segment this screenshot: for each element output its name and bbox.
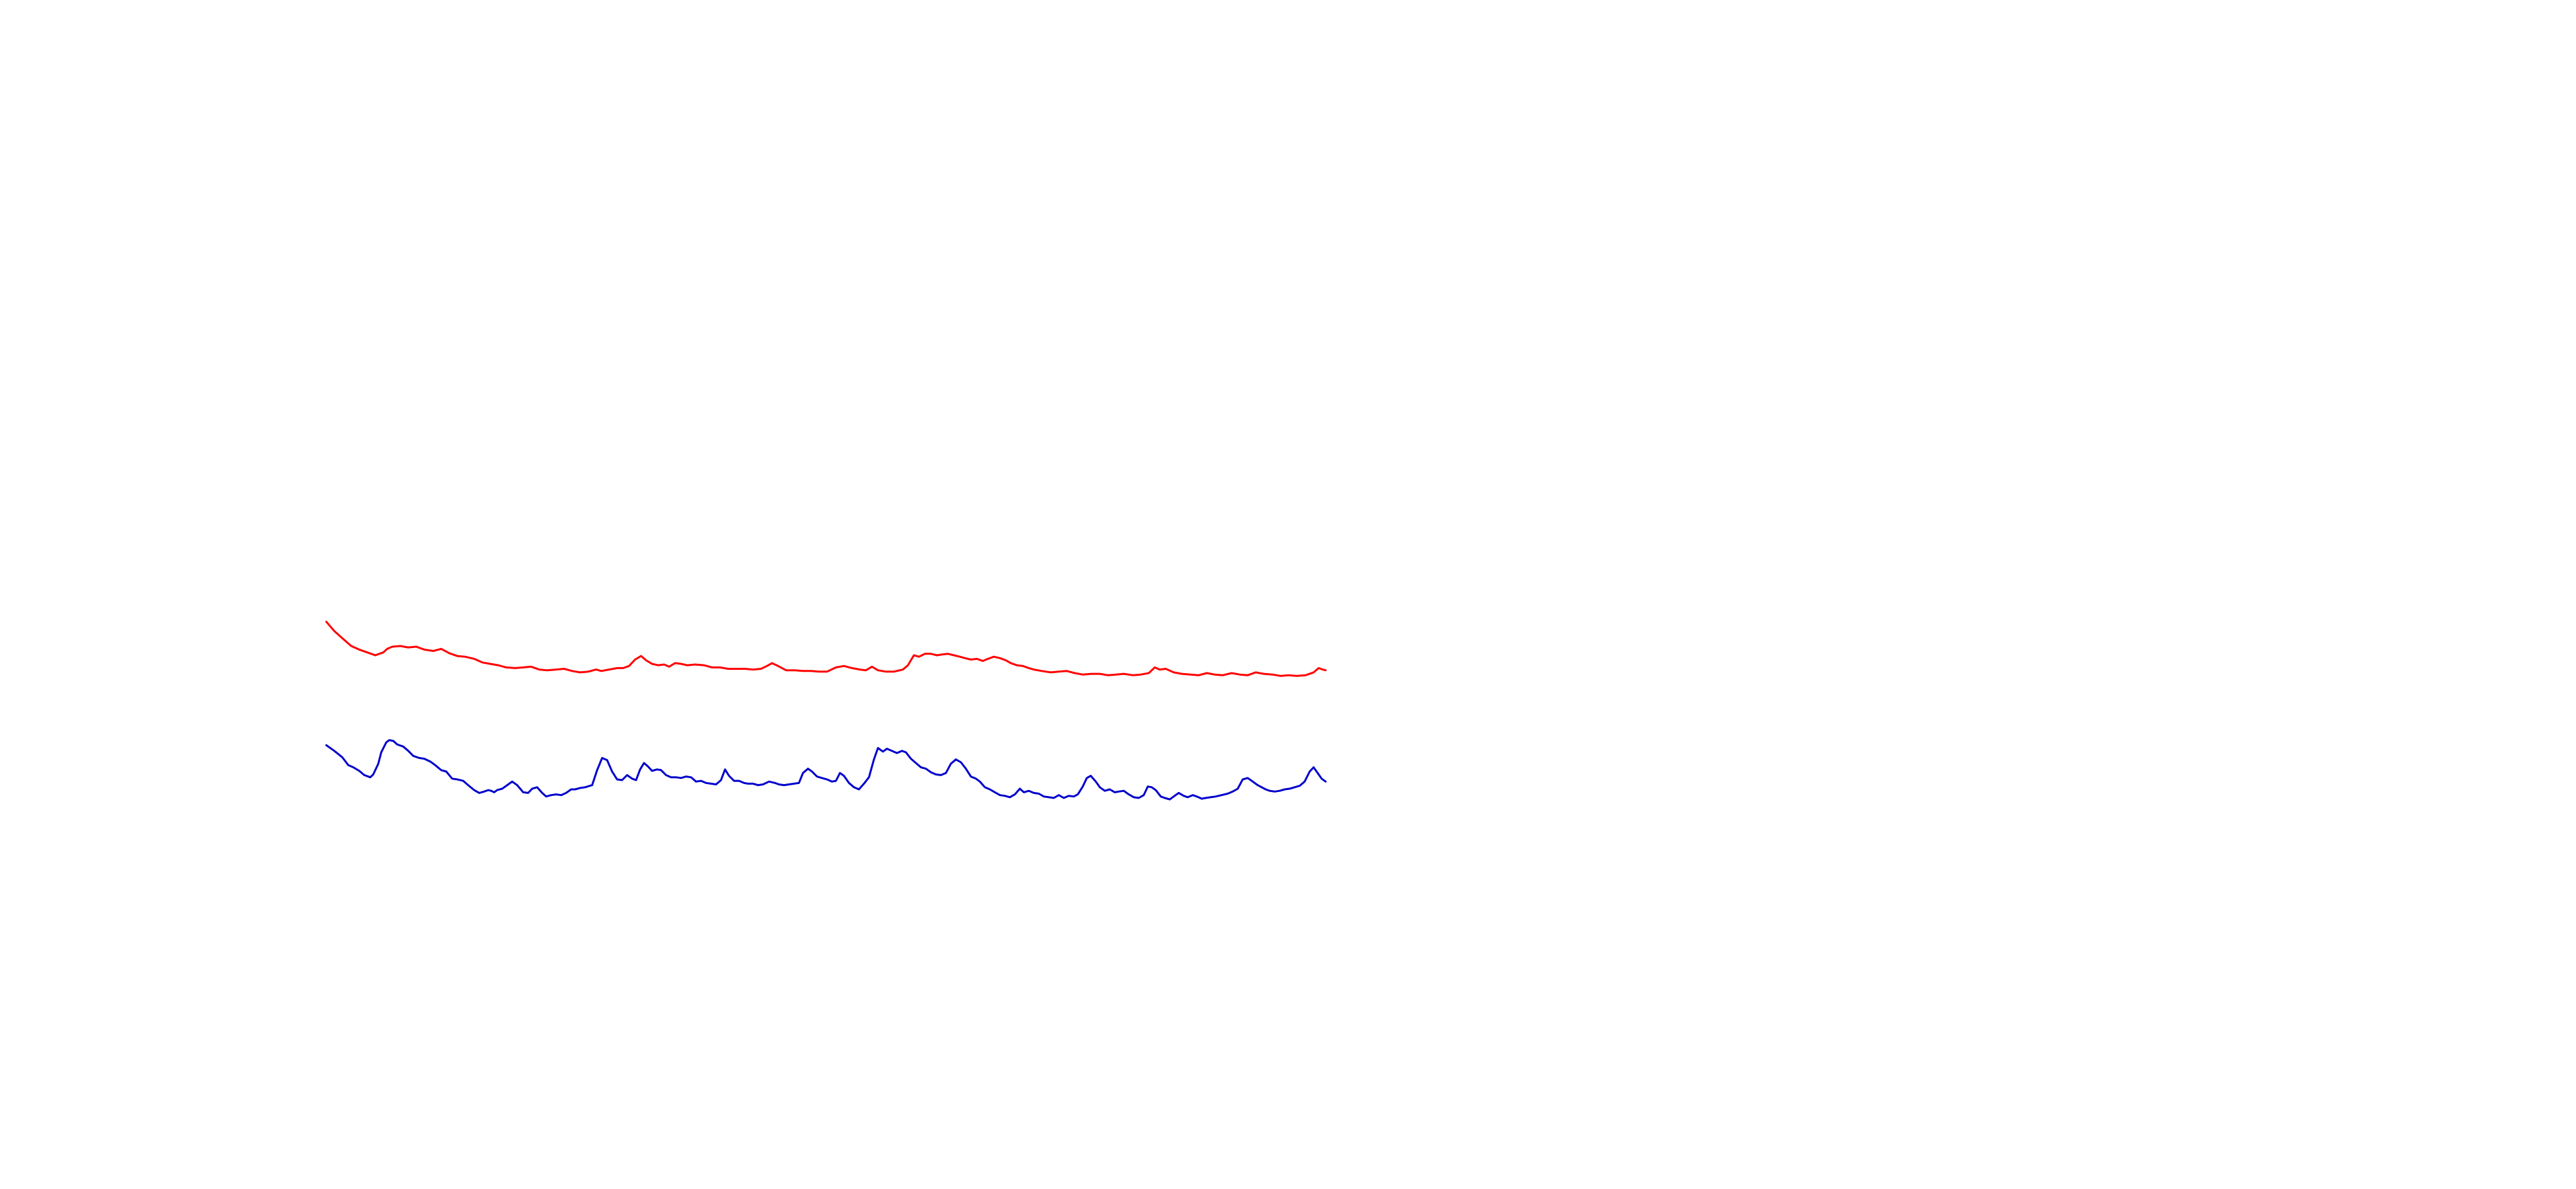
series-line-1 <box>325 620 1327 677</box>
series-line-2 <box>325 739 1327 801</box>
plot-area <box>325 620 1327 801</box>
